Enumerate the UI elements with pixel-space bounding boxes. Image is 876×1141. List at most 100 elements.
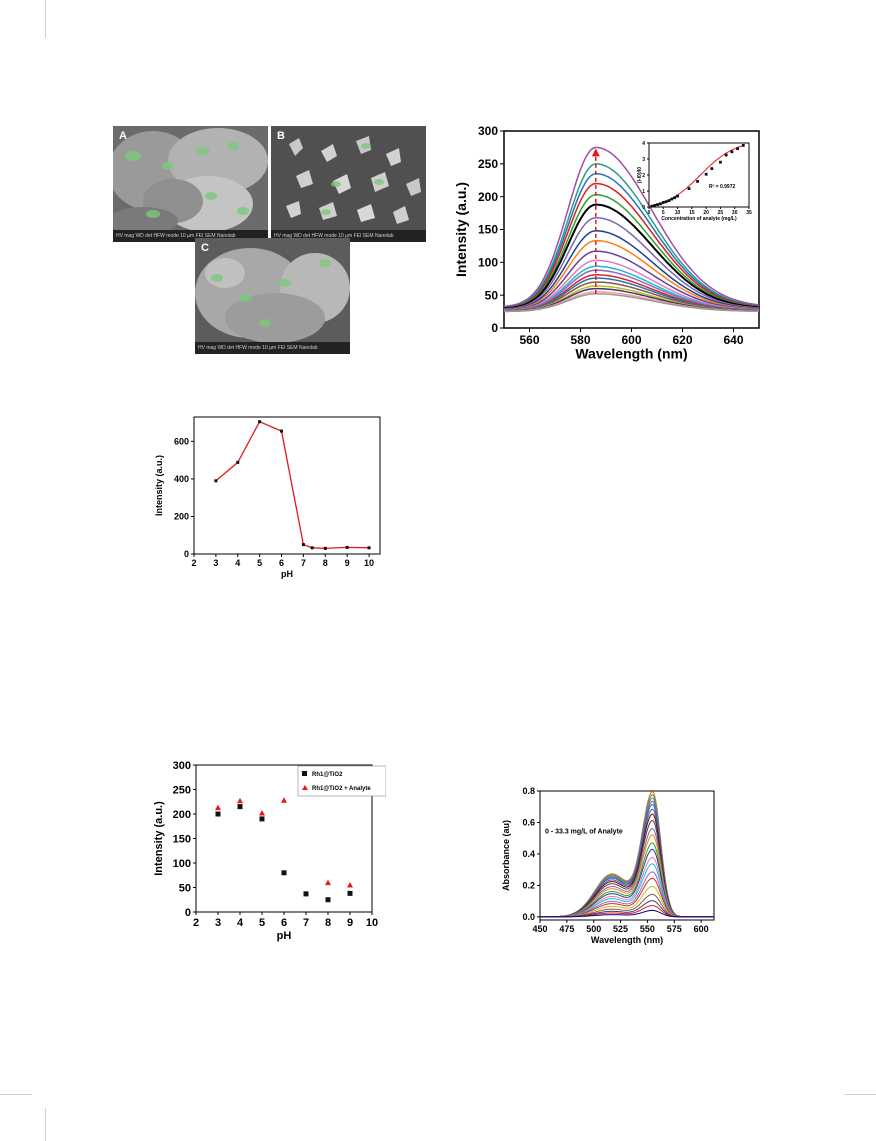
data-point-square (281, 870, 287, 876)
y-tick-label: 100 (173, 858, 191, 870)
inset-fit-curve (648, 145, 744, 207)
legend-marker-triangle (302, 785, 308, 790)
inset-data-point (730, 150, 734, 154)
y-tick-label: 0 (185, 907, 191, 919)
y-tick-label: 0.2 (522, 881, 535, 891)
sem-panel-label: B (277, 130, 285, 142)
y-tick-label: 50 (179, 882, 191, 894)
y-axis-label: Intensity (a.u.) (153, 801, 165, 876)
data-point (258, 420, 262, 424)
x-axis-label: Concentration of analyte (mg/L) (661, 216, 737, 222)
y-axis-label: Absorbance (au) (501, 820, 511, 891)
data-point-square (237, 804, 243, 810)
x-tick-label: 3 (215, 917, 221, 929)
crop-mark-bottom-left-v (45, 1108, 46, 1141)
plot-frame (539, 790, 715, 921)
y-tick-label: 600 (174, 437, 189, 447)
absorbance-spectra-chart: 450 475 500 525 550 575 600 0.0 0.2 0.4 0.6 0.8 Wave… (501, 786, 715, 945)
sem-image-b: B HV mag WD det HFW mode 10 µm FEI SEM N… (271, 126, 426, 242)
y-tick-label: 400 (174, 474, 189, 484)
spectrum-line (504, 230, 759, 311)
absorbance-line (540, 791, 714, 918)
increase-arrow-head (591, 148, 600, 157)
legend-label: Rh1@TiO2 + Analyte (312, 786, 371, 792)
concentration-annotation: 0 - 33.3 mg/L of Analyte (545, 828, 623, 835)
x-tick-label: 475 (559, 924, 574, 934)
y-tick-label: 150 (173, 833, 191, 845)
data-point (345, 545, 349, 549)
x-tick-label: 4 (235, 558, 240, 568)
data-point (214, 479, 218, 483)
inset-data-point (661, 201, 665, 204)
sem-info-bar: HV mag WD det HFW mode 10 µm FEI SEM Nan… (195, 342, 350, 354)
inset-data-point (724, 153, 728, 157)
x-tick-label: 2 (191, 558, 196, 568)
spectrum-line (504, 163, 759, 308)
legend-marker-square (302, 771, 307, 776)
y-tick-label: 100 (478, 256, 498, 270)
sem-image-b-texture (271, 126, 426, 242)
absorbance-line (540, 863, 714, 918)
x-tick-label: 5 (662, 210, 665, 216)
x-tick-label: 450 (532, 924, 547, 934)
y-tick-label: 200 (174, 512, 189, 522)
inset-data-point (676, 194, 679, 198)
plot-frame (193, 416, 381, 555)
y-tick-label: 250 (478, 157, 498, 171)
inset-data-point (656, 203, 659, 206)
data-point-triangle (325, 879, 331, 886)
ph-intensity-line-chart: 2 3 4 5 6 7 8 9 10 0 200 400 600 pH Intensity (a.u.) (154, 416, 381, 579)
y-tick-label: 0 (491, 321, 498, 335)
x-axis-label: pH (277, 930, 292, 942)
plot-frame (648, 142, 750, 208)
inset-data-point (673, 196, 677, 200)
x-tick-label: 575 (667, 924, 682, 934)
x-tick-label: 9 (347, 917, 353, 929)
y-axis-label: (I-I0)/I0 (637, 167, 643, 183)
sem-image-a: A HV mag WD det HFW mode 10 µm FEI SEM N… (113, 126, 268, 242)
ph-intensity-scatter-chart: 2 3 4 5 6 7 8 9 10050100150200250300pHIntensity … (153, 760, 386, 942)
data-point-triangle (237, 797, 243, 804)
x-tick-label: 620 (672, 333, 692, 347)
sem-panel-label: A (119, 130, 127, 142)
x-tick-label: 5 (257, 558, 262, 568)
inset-data-point (667, 199, 671, 202)
spectrum-line (504, 172, 759, 309)
data-point-triangle (281, 797, 287, 803)
y-tick-label: 0 (184, 549, 189, 559)
x-tick-label: 10 (675, 210, 681, 216)
y-tick-label: 250 (173, 784, 191, 796)
spectrum-line (504, 293, 759, 313)
data-point-square (303, 891, 309, 897)
data-point-square (259, 816, 265, 822)
data-point-triangle (347, 882, 353, 888)
spectrum-line (504, 203, 759, 310)
y-tick-label: 300 (173, 760, 191, 772)
inset-data-point (719, 160, 722, 164)
x-tick-label: 20 (703, 210, 709, 216)
spectrum-line (504, 182, 759, 309)
x-tick-label: 35 (746, 210, 752, 216)
x-tick-label: 7 (301, 558, 306, 568)
crop-mark-bottom-left-h (0, 1094, 32, 1095)
crop-mark-top-left (45, 0, 46, 38)
x-tick-label: 560 (519, 333, 539, 347)
x-tick-label: 550 (640, 924, 655, 934)
inset-data-point (736, 147, 739, 150)
x-tick-label: 6 (281, 917, 287, 929)
inset-data-point (653, 204, 657, 207)
x-tick-label: 9 (345, 558, 350, 568)
emission-spectra-chart: 560 580 600 620 640050100150200250300Wavelen… (453, 124, 760, 361)
inset-data-point (687, 187, 691, 190)
sem-panel-label: C (201, 242, 209, 254)
y-tick-label: 2 (642, 173, 645, 179)
spectra-group (540, 791, 714, 918)
sem-image-c-texture (195, 238, 350, 354)
data-point (367, 546, 371, 550)
data-point (280, 429, 284, 433)
x-tick-label: 7 (303, 917, 309, 929)
absorbance-line (540, 900, 714, 918)
inset-data-point (741, 144, 745, 147)
data-point (323, 546, 327, 550)
x-tick-label: 525 (613, 924, 628, 934)
